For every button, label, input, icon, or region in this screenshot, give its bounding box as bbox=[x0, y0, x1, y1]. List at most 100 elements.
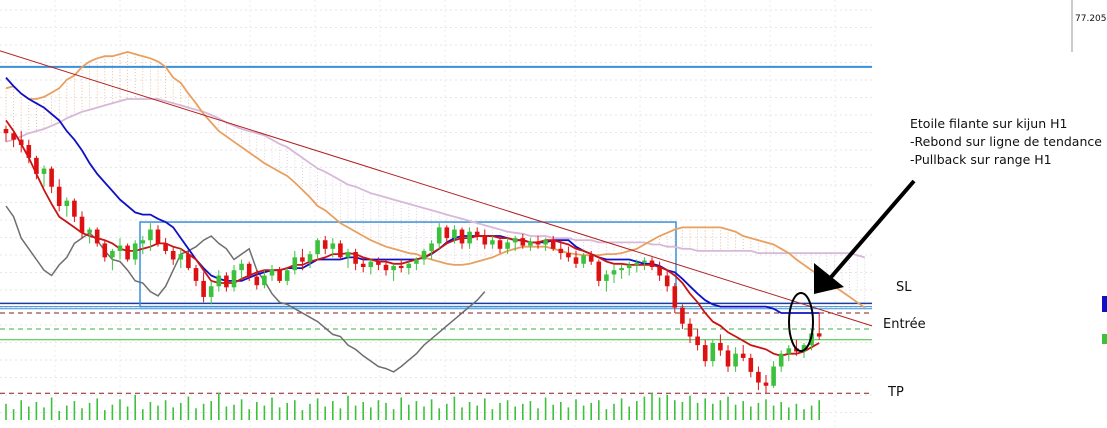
candle-bear bbox=[740, 353, 746, 358]
candle-bear bbox=[102, 243, 108, 258]
candle-bear bbox=[26, 145, 32, 158]
candle-bear bbox=[398, 265, 404, 269]
candle-bull bbox=[642, 260, 647, 263]
candle-bear bbox=[725, 350, 731, 367]
candle-bull bbox=[315, 240, 320, 255]
candle-bear bbox=[246, 263, 252, 277]
candle-bull bbox=[490, 240, 495, 245]
candle-bull bbox=[801, 345, 807, 352]
candle-bear bbox=[125, 245, 130, 260]
candle-bull bbox=[148, 229, 153, 241]
kijun-line bbox=[5, 77, 820, 314]
annotation-line-2: -Pullback sur range H1 bbox=[910, 152, 1052, 167]
trendline bbox=[0, 50, 873, 327]
candle-bear bbox=[186, 254, 191, 269]
candle-bear bbox=[596, 261, 602, 281]
candle-bear bbox=[672, 286, 678, 308]
candle-bear bbox=[482, 235, 488, 245]
candle-bear bbox=[383, 264, 389, 271]
candle-bull bbox=[634, 262, 640, 265]
ichimoku-cloud bbox=[5, 51, 866, 308]
candle-bull bbox=[178, 254, 184, 260]
candle-bull bbox=[611, 270, 617, 275]
candle-bull bbox=[208, 286, 214, 297]
candle-bull bbox=[132, 243, 138, 260]
annotation-text: Etoile filante sur kijun H1 -Rebond sur … bbox=[910, 115, 1102, 169]
candle-bull bbox=[626, 264, 632, 269]
candle-bull bbox=[778, 353, 784, 367]
candle-bull bbox=[284, 270, 290, 281]
candle-bear bbox=[376, 261, 381, 265]
candle-bear bbox=[193, 268, 199, 281]
candle-bear bbox=[49, 168, 54, 187]
candle-bull bbox=[406, 263, 412, 269]
price-scale-label: 77.205 bbox=[1075, 14, 1107, 24]
candle-bear bbox=[322, 240, 328, 249]
candle-bear bbox=[155, 229, 161, 244]
candle-bear bbox=[756, 371, 761, 383]
candle-bear bbox=[748, 357, 754, 372]
candle-bull bbox=[467, 231, 472, 244]
candle-bull bbox=[733, 353, 738, 367]
candle-bear bbox=[79, 216, 85, 233]
candle-bull bbox=[429, 243, 434, 251]
candle-bear bbox=[94, 229, 100, 244]
indicator-lines bbox=[5, 50, 866, 373]
right-edge-marker-blue bbox=[1102, 296, 1107, 312]
candle-bear bbox=[72, 200, 77, 217]
annotation-line-1: -Rebond sur ligne de tendance bbox=[910, 134, 1102, 149]
candle-bull bbox=[368, 261, 374, 267]
candle-bear bbox=[18, 139, 24, 146]
candle-bear bbox=[535, 241, 541, 245]
candle-bear bbox=[474, 231, 480, 236]
candle-bear bbox=[360, 263, 366, 267]
candle-bull bbox=[581, 255, 586, 264]
tenkan-line bbox=[5, 119, 820, 357]
candle-bear bbox=[680, 307, 685, 324]
candle-bear bbox=[224, 275, 229, 288]
candle-bull bbox=[391, 265, 396, 271]
candle-bull bbox=[231, 270, 237, 288]
candle-bull bbox=[330, 243, 336, 249]
candle-bull bbox=[421, 250, 427, 260]
candle-bull bbox=[452, 229, 457, 239]
annotation-marks bbox=[788, 179, 1107, 352]
candle-bear bbox=[277, 269, 282, 281]
chikou-line bbox=[5, 205, 486, 373]
pointer-arrow bbox=[824, 179, 916, 285]
candle-bull bbox=[140, 240, 146, 244]
candle-bull bbox=[269, 269, 275, 276]
horizontal-levels bbox=[0, 65, 872, 394]
candle-bear bbox=[163, 243, 168, 251]
candle-bear bbox=[444, 227, 450, 239]
entry-label: Entrée bbox=[883, 317, 926, 332]
candle-bear bbox=[3, 128, 9, 134]
grid-lines bbox=[0, 0, 1073, 428]
candle-bear bbox=[558, 248, 564, 254]
candle-bear bbox=[588, 255, 594, 262]
candle-bull bbox=[262, 275, 267, 286]
candle-bull bbox=[512, 238, 518, 243]
candle-bull bbox=[117, 245, 123, 251]
tp-label: TP bbox=[888, 385, 904, 400]
volume-bars bbox=[5, 393, 821, 420]
candle-bull bbox=[436, 227, 442, 244]
candle-bear bbox=[201, 280, 206, 297]
senkou-span-a-line bbox=[5, 50, 866, 309]
candle-bull bbox=[345, 252, 351, 258]
candle-bull bbox=[414, 259, 419, 264]
candle-bear bbox=[816, 333, 822, 337]
candle-bear bbox=[170, 250, 176, 260]
right-edge-marker-green bbox=[1102, 334, 1107, 344]
candle-bull bbox=[710, 342, 716, 362]
trendline-group bbox=[0, 50, 873, 327]
candle-bear bbox=[254, 276, 260, 286]
candle-bear bbox=[353, 252, 358, 264]
candle-bull bbox=[619, 268, 624, 271]
candle-bear bbox=[497, 240, 503, 249]
sl-label: SL bbox=[896, 280, 912, 295]
candle-bull bbox=[307, 254, 313, 262]
senkou-span-b-line bbox=[5, 98, 866, 259]
candle-bear bbox=[459, 229, 465, 244]
candle-bear bbox=[338, 243, 343, 258]
